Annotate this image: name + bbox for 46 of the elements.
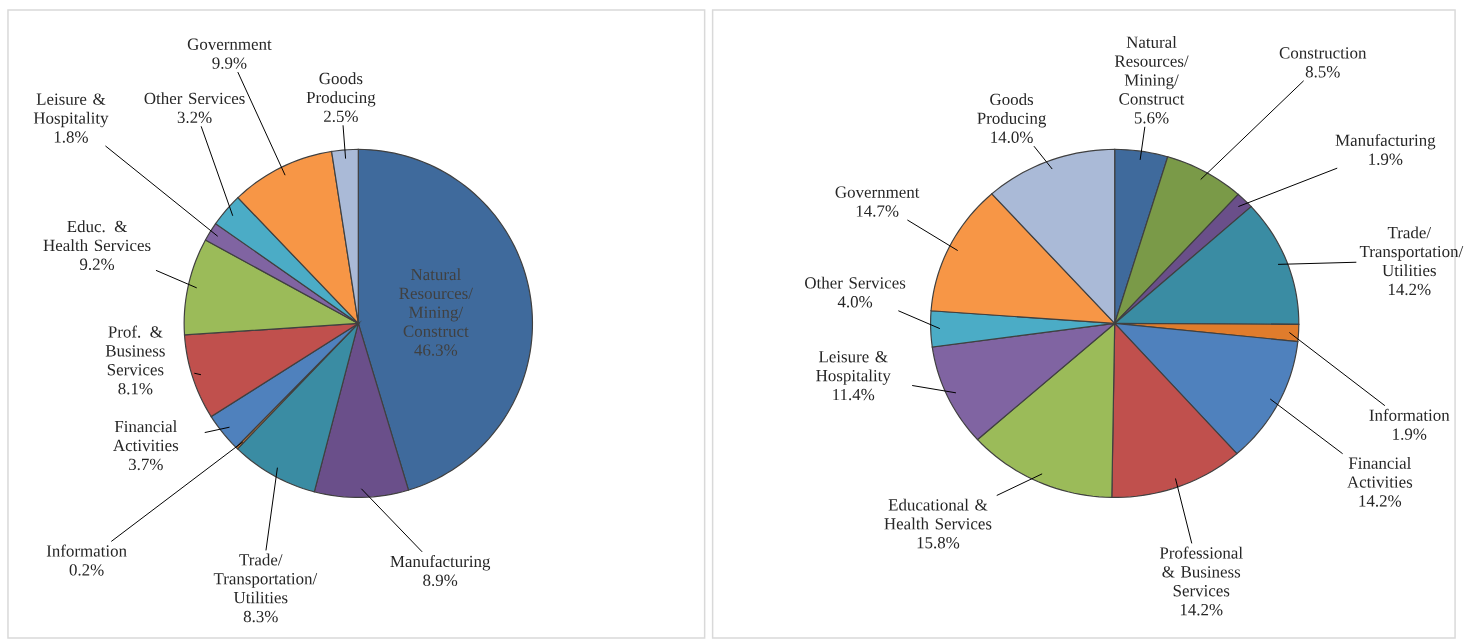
slice-label: Natural Resources/Mining/Construct (1114, 36, 1189, 105)
slice-label: Information (1369, 408, 1450, 421)
data-label: 46.3% (414, 344, 458, 356)
data-label: 3.2% (177, 111, 212, 124)
slice-label: Natural Resources/Mining/Construct (399, 268, 473, 337)
data-label: 0.2% (69, 564, 104, 576)
data-label: 9.9% (212, 57, 247, 69)
data-label: 8.9% (423, 574, 458, 587)
slice-label: Leisure & Hospitality (33, 93, 109, 128)
slice-label: Financial Activities (1347, 456, 1413, 488)
data-label: 14.2% (1388, 283, 1431, 296)
slice-label: Financial Activities (113, 420, 179, 452)
slice-label: Educational & Health Services (884, 498, 992, 530)
data-label: 1.9% (1369, 153, 1403, 165)
data-label: 2.5% (324, 110, 358, 123)
data-label: 5.6% (1134, 112, 1169, 124)
slice-label: Manufacturing (390, 555, 491, 571)
slice-label: Educ. & Health Services (43, 220, 151, 252)
slice-label: Government (187, 38, 272, 50)
data-label: 8.1% (118, 382, 153, 395)
data-label: 3.7% (129, 458, 163, 471)
data-label: 1.8% (54, 131, 88, 143)
slice-label: Other Services (805, 276, 906, 289)
slice-label: Manufacturing (1335, 133, 1436, 150)
data-label: 15.8% (917, 537, 960, 549)
slice-label: Information (46, 544, 127, 557)
slice-label: Prof. & Business Services (105, 325, 165, 376)
data-label: 8.5% (1305, 66, 1340, 78)
slice-label: Government (835, 186, 920, 198)
slice-label: Professional & Business Services (1159, 546, 1243, 597)
data-label: 14.0% (991, 131, 1033, 144)
data-label: 14.2% (1180, 603, 1223, 616)
slice-label: Trade/Transportation/Utilities (213, 553, 318, 604)
slice-label: Other Services (144, 92, 245, 105)
slice-label: Goods Producing (306, 72, 376, 107)
slice-label: Trade/Transportation/Utilities (1359, 226, 1464, 277)
data-label: 8.3% (243, 610, 278, 623)
data-label: 11.4% (833, 388, 875, 401)
data-label: 14.2% (1359, 495, 1402, 507)
slice-label: Goods Producing (977, 93, 1047, 128)
data-label: 4.0% (837, 296, 873, 308)
data-label: 1.9% (1393, 428, 1427, 440)
slice-label: Construction (1279, 47, 1367, 59)
slice-label: Leisure & Hospitality (816, 351, 891, 385)
data-label: 14.7% (856, 205, 899, 217)
data-label: 9.2% (79, 258, 115, 271)
